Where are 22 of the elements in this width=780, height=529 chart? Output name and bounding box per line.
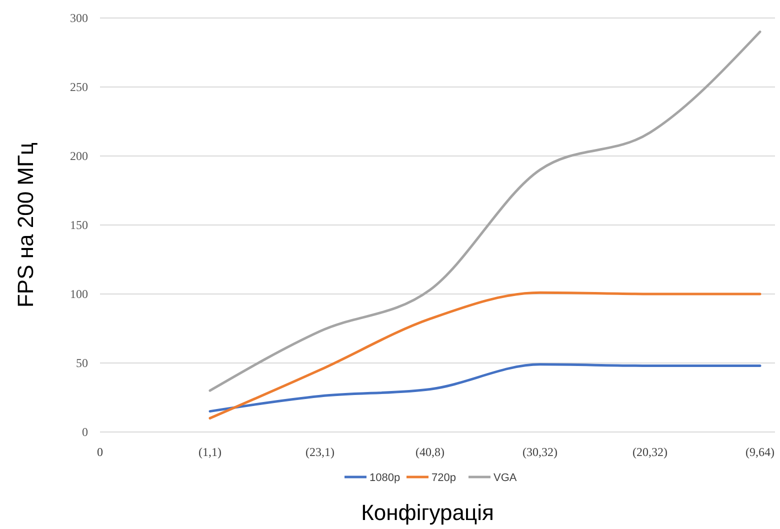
- line-series: [208, 291, 762, 420]
- legend-label: 1080p: [370, 472, 400, 484]
- x-tick-label: (40,8): [416, 445, 444, 459]
- y-tick-label: 200: [70, 149, 88, 164]
- x-tick-label: (23,1): [306, 445, 334, 459]
- y-tick-label: 100: [70, 287, 88, 302]
- x-tick-label: (1,1): [198, 445, 222, 459]
- legend-label: VGA: [494, 472, 518, 484]
- x-tick-label: (30,32): [522, 445, 558, 459]
- x-tick-label: 0: [97, 445, 103, 459]
- line-series: [208, 30, 762, 392]
- x-tick-label: (20,32): [632, 445, 668, 459]
- y-tick-label: 50: [76, 356, 88, 370]
- legend-label: 720p: [432, 472, 456, 484]
- y-tick-label: 150: [70, 218, 88, 232]
- y-axis-title: FPS на 200 МГц: [13, 142, 38, 308]
- y-tick-label: 300: [70, 11, 88, 26]
- y-tick-label: 250: [70, 80, 88, 94]
- y-tick-label: 0: [82, 425, 88, 440]
- x-axis-title: Конфігурація: [361, 500, 494, 525]
- x-tick-label: (9,64): [746, 445, 774, 459]
- line-series: [208, 363, 762, 413]
